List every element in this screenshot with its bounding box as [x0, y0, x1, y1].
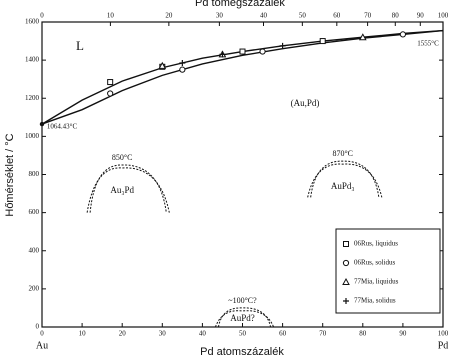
marker-triangle — [342, 277, 350, 285]
x-tick-label: 70 — [319, 330, 327, 338]
marker-square — [239, 48, 246, 55]
ordering-dome — [86, 167, 170, 213]
marker-triangle — [158, 61, 167, 69]
marker-plus — [343, 298, 349, 304]
ordered-phase: AuPd? — [230, 313, 255, 323]
marker-circle — [342, 259, 350, 267]
x-tick-label: 50 — [239, 330, 247, 338]
top-tick-label: 0 — [40, 12, 44, 20]
marker-circle — [259, 48, 266, 55]
annotation: 1064.43°C — [47, 123, 78, 131]
right-element: Pd — [438, 340, 449, 351]
ordered-phase: AuPd₃ — [331, 181, 355, 191]
x-tick-label: 10 — [79, 330, 87, 338]
y-tick-label: 0 — [36, 323, 40, 331]
x-tick-label: 90 — [399, 330, 407, 338]
legend-label: 06Rus, liquidus — [354, 240, 398, 248]
top-tick-label: 50 — [299, 12, 307, 20]
x-tick-label: 80 — [359, 330, 367, 338]
top-axis-title: Pd tömegszázalék — [195, 0, 285, 9]
left-element: Au — [36, 340, 48, 351]
ordered-temp: 870°C — [332, 149, 353, 158]
x-tick-label: 100 — [438, 330, 449, 338]
phase-curve — [41, 29, 444, 125]
x-tick-label: 30 — [159, 330, 167, 338]
marker-square — [107, 79, 114, 86]
phase-curve — [41, 29, 444, 125]
annotation: L — [76, 38, 84, 53]
y-tick-label: 400 — [29, 246, 40, 254]
melting-point — [39, 121, 45, 127]
marker-square — [319, 38, 326, 45]
marker-plus — [219, 51, 226, 58]
top-tick-label: 10 — [107, 12, 115, 20]
marker-triangle — [358, 33, 367, 41]
legend-label: 77Mia, liquidus — [354, 278, 399, 286]
y-axis-title: Hőmérséklet / °C — [4, 133, 16, 216]
top-tick-label: 90 — [417, 12, 425, 20]
ordered-temp: ~100°C? — [228, 296, 257, 305]
y-tick-label: 1200 — [25, 94, 40, 102]
y-tick-label: 200 — [29, 284, 40, 292]
y-tick-label: 1400 — [25, 56, 40, 64]
x-tick-label: 40 — [199, 330, 207, 338]
marker-circle — [179, 66, 186, 73]
x-tick-label: 0 — [40, 330, 44, 338]
annotation: (Au,Pd) — [291, 98, 320, 108]
ordered-temp: 850°C — [112, 153, 133, 162]
top-tick-label: 80 — [392, 12, 400, 20]
top-tick-label: 30 — [216, 12, 224, 20]
x-tick-label: 60 — [279, 330, 287, 338]
ordered-phase: Au₃Pd — [110, 185, 134, 195]
top-tick-label: 70 — [364, 12, 372, 20]
ordering-dome — [89, 164, 167, 213]
top-tick-label: 20 — [165, 12, 173, 20]
x-axis-title: Pd atomszázalék — [200, 346, 284, 358]
legend-box — [335, 228, 441, 314]
ordering-dome — [310, 160, 380, 198]
top-tick-label: 40 — [260, 12, 268, 20]
y-tick-label: 1600 — [25, 18, 40, 26]
annotation: 1555°C — [417, 40, 439, 48]
x-tick-label: 20 — [119, 330, 127, 338]
marker-plus — [279, 42, 286, 49]
marker-plus — [179, 59, 186, 66]
marker-circle — [399, 31, 406, 38]
marker-square — [343, 241, 349, 247]
y-tick-label: 1000 — [25, 132, 40, 140]
marker-circle — [107, 90, 114, 97]
top-tick-label: 100 — [438, 12, 449, 20]
y-tick-label: 600 — [29, 208, 40, 216]
legend-label: 77Mia, solidus — [354, 297, 396, 305]
ordering-dome — [307, 163, 383, 198]
y-tick-label: 800 — [29, 170, 40, 178]
legend-label: 06Rus, solidus — [354, 259, 396, 267]
top-tick-label: 60 — [333, 12, 341, 20]
